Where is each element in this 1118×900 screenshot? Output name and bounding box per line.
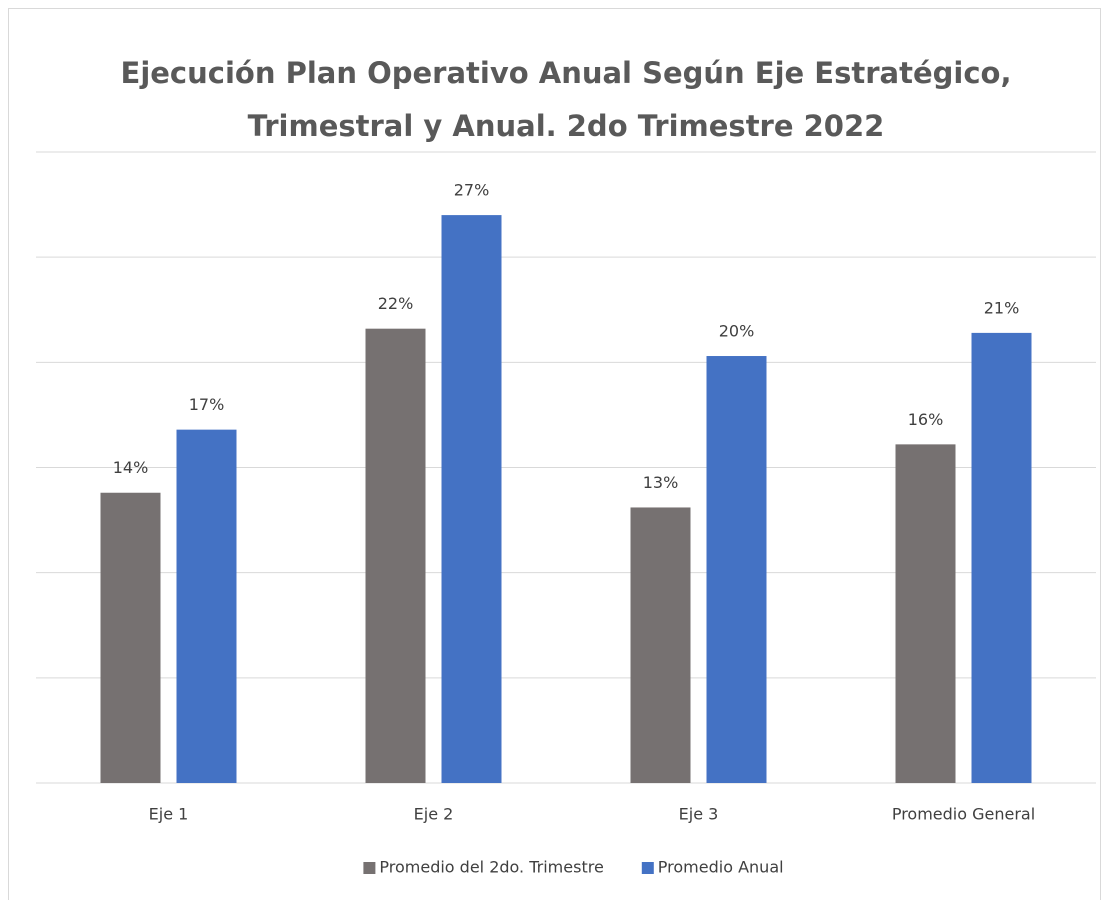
data-label: 27% bbox=[454, 181, 490, 200]
data-label: 14% bbox=[113, 458, 149, 477]
bar bbox=[971, 332, 1032, 783]
bar bbox=[630, 507, 691, 783]
data-label: 22% bbox=[378, 294, 414, 313]
legend-swatch bbox=[363, 862, 376, 874]
bar bbox=[895, 444, 956, 783]
x-tick-label: Eje 1 bbox=[149, 805, 189, 824]
bar bbox=[441, 215, 502, 784]
bar bbox=[365, 328, 426, 783]
bar bbox=[100, 492, 161, 783]
legend-label: Promedio Anual bbox=[658, 858, 784, 877]
data-label: 17% bbox=[189, 395, 225, 414]
x-tick-label: Eje 3 bbox=[679, 805, 719, 824]
legend-swatch bbox=[641, 862, 654, 874]
chart-title: Trimestral y Anual. 2do Trimestre 2022 bbox=[248, 109, 885, 143]
x-tick-label: Eje 2 bbox=[414, 805, 454, 824]
data-label: 20% bbox=[719, 322, 755, 341]
data-label: 21% bbox=[984, 298, 1020, 317]
data-label: 13% bbox=[643, 473, 679, 492]
chart-title: Ejecución Plan Operativo Anual Según Eje… bbox=[121, 56, 1012, 90]
data-label: 16% bbox=[908, 410, 944, 429]
bar bbox=[706, 356, 767, 783]
bar bbox=[176, 429, 237, 783]
legend-label: Promedio del 2do. Trimestre bbox=[379, 858, 603, 877]
x-tick-label: Promedio General bbox=[892, 805, 1035, 824]
